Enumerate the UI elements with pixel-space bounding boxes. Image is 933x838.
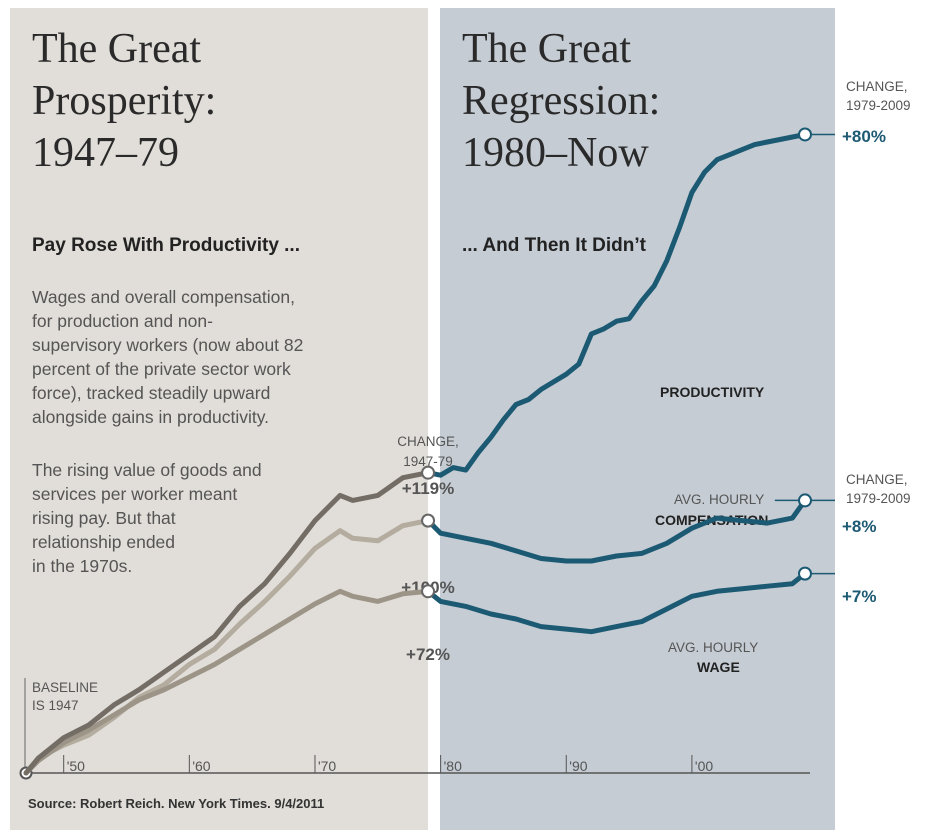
series-line-1979-2009 (425, 571, 808, 635)
series-marker-2009 (798, 566, 812, 581)
series-line-1947-79 (23, 518, 431, 776)
change-label-top-line-1: CHANGE, (846, 79, 908, 94)
wage-change-1979-2009: +7% (842, 587, 877, 606)
text-line: force), tracked steadily upward (32, 383, 270, 403)
x-tick-label: '70 (318, 758, 336, 774)
compensation-change-1979-2009: +8% (842, 517, 877, 536)
right-title-line-1: The Great (462, 26, 631, 72)
wage-series-label-line-1: AVG. HOURLY (668, 640, 758, 655)
baseline-label-line-1: BASELINE (32, 680, 98, 695)
x-tick-label: '90 (569, 758, 587, 774)
text-line: The rising value of goods and (32, 460, 262, 480)
x-axis: '50 '60 '70 '80 '90 '00 (19, 755, 810, 780)
wage-series-label-line-2: WAGE (697, 659, 740, 675)
series-marker-1979 (421, 465, 436, 480)
series-marker-1979 (421, 584, 436, 599)
right-subtitle: ... And Then It Didn’t (462, 235, 647, 256)
productivity-change-1979-2009: +80% (842, 127, 886, 146)
series-lines (23, 132, 808, 776)
productivity-change-1947-79: +119% (402, 479, 454, 498)
text-line: for production and non- (32, 311, 213, 331)
leader-lines (774, 133, 835, 575)
x-tick-label: '80 (444, 758, 462, 774)
left-title-line-2: Prosperity: (32, 78, 216, 124)
text-line: supervisory workers (now about 82 (32, 335, 303, 355)
right-title: The Great Regression: 1980–Now (462, 26, 660, 176)
series-marker-1979 (421, 513, 436, 528)
x-tick-label: '60 (192, 758, 210, 774)
right-title-line-2: Regression: (462, 78, 660, 124)
text-line: Wages and overall compensation, (32, 287, 295, 307)
right-title-line-3: 1980–Now (462, 130, 649, 176)
left-title-line-3: 1947–79 (32, 130, 179, 176)
left-panel-background (10, 8, 428, 830)
left-title-line-1: The Great (32, 26, 201, 72)
x-tick-label: '00 (695, 758, 713, 774)
text-line: rising pay. But that (32, 508, 176, 528)
x-tick-label: '50 (67, 758, 85, 774)
series-markers (421, 127, 812, 599)
change-label-mid-line-2: 1979-2009 (846, 491, 911, 506)
text-line: relationship ended (32, 532, 175, 552)
left-text-block-1: Wages and overall compensation, for prod… (32, 287, 303, 427)
series-line-1947-79 (23, 588, 431, 776)
text-line: services per worker meant (32, 484, 237, 504)
source-text: Source: Robert Reich. New York Times. 9/… (28, 796, 324, 811)
series-line-1947-79 (23, 470, 431, 776)
change-label-1947-79-line-2: 1947-79 (403, 454, 453, 469)
change-label-mid-line-1: CHANGE, (846, 472, 908, 487)
compensation-series-label-line-1: AVG. HOURLY (674, 492, 764, 507)
baseline-label-line-2: IS 1947 (32, 698, 79, 713)
text-line: alongside gains in productivity. (32, 407, 269, 427)
text-line: percent of the private sector work (32, 359, 291, 379)
series-line-1979-2009 (425, 497, 808, 564)
change-label-1947-79-line-1: CHANGE, (397, 434, 459, 449)
left-text-block-2: The rising value of goods and services p… (32, 460, 262, 576)
left-subtitle: Pay Rose With Productivity ... (32, 235, 300, 256)
left-title: The Great Prosperity: 1947–79 (32, 26, 216, 176)
text-line: in the 1970s. (32, 556, 132, 576)
series-marker-2009 (798, 493, 812, 508)
wage-change-1947-79: +72% (406, 645, 450, 664)
series-line-1979-2009 (425, 132, 808, 478)
change-label-top-line-2: 1979-2009 (846, 98, 911, 113)
productivity-series-label: PRODUCTIVITY (660, 384, 765, 400)
series-marker-2009 (798, 127, 812, 142)
